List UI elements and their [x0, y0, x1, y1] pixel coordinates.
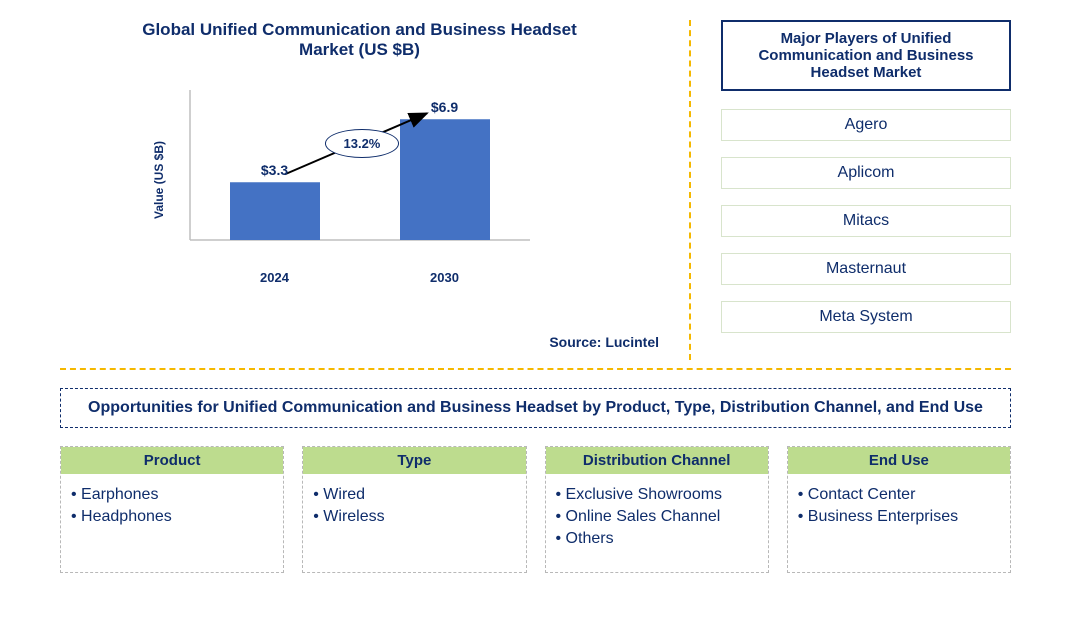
- top-section: Global Unified Communication and Busines…: [60, 20, 1011, 360]
- source-label: Source: Lucintel: [549, 334, 659, 350]
- opportunities-column: Product • Earphones • Headphones: [60, 446, 284, 573]
- bar-value-label: $3.3: [261, 162, 288, 178]
- opportunities-item: • Others: [556, 530, 758, 548]
- player-item: Meta System: [721, 301, 1011, 333]
- opportunities-title: Opportunities for Unified Communication …: [60, 388, 1011, 428]
- chart-panel: Global Unified Communication and Busines…: [60, 20, 689, 360]
- opportunities-column-header: Product: [61, 447, 283, 474]
- opportunities-column-items: • Contact Center • Business Enterprises: [788, 474, 1010, 550]
- horizontal-divider: [60, 368, 1011, 370]
- opportunities-column-header: Distribution Channel: [546, 447, 768, 474]
- opportunities-column-header: Type: [303, 447, 525, 474]
- bar-chart-svg: [180, 80, 540, 260]
- y-axis-label: Value (US $B): [152, 141, 166, 219]
- opportunities-column: Distribution Channel• Exclusive Showroom…: [545, 446, 769, 573]
- bar: [400, 119, 490, 240]
- opportunities-column-items: • Earphones • Headphones: [61, 474, 283, 550]
- players-panel: Major Players of Unified Communication a…: [691, 20, 1011, 360]
- opportunities-item: • Exclusive Showrooms: [556, 486, 758, 504]
- growth-rate-bubble: 13.2%: [325, 129, 400, 158]
- opportunities-item: • Contact Center: [798, 486, 1000, 504]
- player-item: Masternaut: [721, 253, 1011, 285]
- chart-area: Value (US $B) 13.2% $3.3$6.9 20242030: [150, 80, 570, 280]
- opportunities-column-items: • Wired • Wireless: [303, 474, 525, 550]
- player-item: Agero: [721, 109, 1011, 141]
- x-axis-tick: 2024: [260, 270, 289, 285]
- chart-title: Global Unified Communication and Busines…: [60, 20, 659, 60]
- opportunities-item: • Wireless: [313, 508, 515, 526]
- opportunities-column: Type • Wired • Wireless: [302, 446, 526, 573]
- opportunities-column-header: End Use: [788, 447, 1010, 474]
- opportunities-item: • Wired: [313, 486, 515, 504]
- opportunities-item: • Business Enterprises: [798, 508, 1000, 526]
- bar: [230, 182, 320, 240]
- opportunities-column-items: • Exclusive Showrooms • Online Sales Chan…: [546, 474, 768, 572]
- opportunities-item: • Online Sales Channel: [556, 508, 758, 526]
- players-title: Major Players of Unified Communication a…: [721, 20, 1011, 91]
- opportunities-column: End Use • Contact Center • Business Enterp…: [787, 446, 1011, 573]
- opportunities-item: • Headphones: [71, 508, 273, 526]
- players-list: Agero Aplicom Mitacs Masternaut Meta System: [721, 109, 1011, 333]
- player-item: Aplicom: [721, 157, 1011, 189]
- x-axis-tick: 2030: [430, 270, 459, 285]
- player-item: Mitacs: [721, 205, 1011, 237]
- bar-value-label: $6.9: [431, 99, 458, 115]
- opportunities-grid: Product• Earphones• HeadphonesType• Wire…: [60, 446, 1011, 573]
- opportunities-item: • Earphones: [71, 486, 273, 504]
